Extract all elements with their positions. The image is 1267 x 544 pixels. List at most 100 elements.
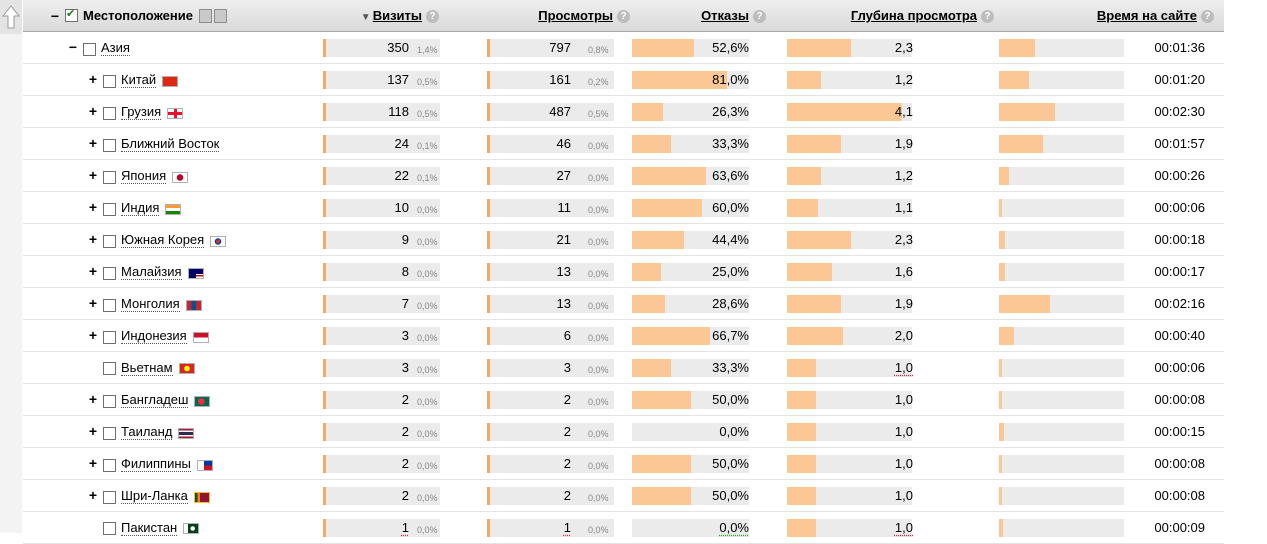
region-name-link[interactable]: Индия [121, 200, 160, 217]
region-name-link[interactable]: Монголия [121, 296, 180, 313]
depth-bar [787, 70, 821, 89]
depth-cell: 1,0 [782, 415, 994, 448]
expand-toggle[interactable]: + [88, 295, 98, 312]
visits-bar-track [323, 486, 440, 505]
expand-toggle[interactable]: + [88, 167, 98, 184]
region-name-link[interactable]: Таиланд [121, 424, 173, 441]
expand-toggle[interactable]: + [88, 487, 98, 504]
views-bar-track [487, 326, 614, 345]
expand-toggle[interactable]: + [88, 199, 98, 216]
time-bar [999, 262, 1005, 281]
help-icon[interactable]: ? [1201, 10, 1214, 24]
help-icon[interactable]: ? [617, 10, 630, 24]
sort-by-depth-link[interactable]: Глубина просмотра [850, 7, 977, 23]
row-checkbox[interactable] [103, 106, 116, 120]
row-checkbox[interactable] [103, 202, 116, 216]
time-bar-track [999, 422, 1124, 441]
scroll-up-button[interactable] [0, 0, 22, 34]
sort-by-views-link[interactable]: Просмотры [538, 7, 613, 23]
sort-by-visits-link[interactable]: Визиты [372, 7, 422, 23]
time-bar [999, 390, 1002, 409]
views-bar-track [487, 294, 614, 313]
collapse-toggle[interactable]: − [68, 39, 78, 56]
time-bar [999, 454, 1002, 473]
time-bar [999, 486, 1002, 505]
row-checkbox[interactable] [103, 138, 116, 152]
region-name-link[interactable]: Южная Корея [121, 232, 205, 249]
expand-toggle[interactable]: + [88, 135, 98, 152]
region-name-link[interactable]: Грузия [121, 104, 162, 121]
region-name-link[interactable]: Азия [101, 40, 130, 57]
sort-by-time-link[interactable]: Время на сайте [1096, 7, 1197, 23]
row-checkbox[interactable] [103, 330, 116, 344]
view-mode-icons[interactable] [198, 8, 227, 23]
select-all-checkbox[interactable] [65, 7, 78, 22]
help-icon[interactable]: ? [753, 10, 766, 24]
views-share: 0,0% [588, 268, 609, 279]
row-checkbox[interactable] [103, 426, 116, 440]
views-value: 161 [549, 71, 571, 87]
row-checkbox[interactable] [103, 266, 116, 280]
views-cell: 2 0,0% [487, 447, 632, 480]
expand-toggle[interactable]: + [88, 327, 98, 344]
row-checkbox[interactable] [103, 74, 116, 88]
sort-by-bounce-link[interactable]: Отказы [701, 7, 749, 23]
region-name-link[interactable]: Индонезия [121, 328, 187, 345]
time-cell: 00:00:08 [994, 383, 1224, 416]
help-icon[interactable]: ? [981, 10, 994, 24]
row-checkbox[interactable] [103, 458, 116, 472]
expand-toggle[interactable]: + [88, 263, 98, 280]
row-checkbox[interactable] [83, 42, 96, 56]
help-icon[interactable]: ? [426, 10, 439, 24]
time-cell: 00:01:57 [994, 127, 1224, 160]
row-checkbox[interactable] [103, 298, 116, 312]
views-cell: 13 0,0% [487, 287, 632, 320]
time-bar-track [999, 358, 1124, 377]
expand-toggle[interactable]: + [88, 71, 98, 88]
views-value: 797 [549, 39, 571, 55]
time-cell: 00:00:26 [994, 159, 1224, 192]
time-cell: 00:01:36 [994, 31, 1224, 64]
row-checkbox[interactable] [103, 234, 116, 248]
list-view-icon[interactable] [213, 8, 227, 23]
region-name-link[interactable]: Япония [121, 168, 167, 185]
row-checkbox[interactable] [103, 362, 116, 376]
time-bar-track [999, 198, 1124, 217]
bounce-cell: 60,0% [632, 191, 782, 224]
visits-value: 3 [401, 327, 409, 343]
row-checkbox[interactable] [103, 170, 116, 184]
views-share: 0,0% [588, 172, 609, 183]
region-name-link[interactable]: Китай [121, 72, 157, 89]
region-name-link[interactable]: Ближний Восток [121, 136, 220, 153]
region-name-link[interactable]: Малайзия [121, 264, 182, 281]
depth-bar [787, 518, 816, 537]
expand-toggle[interactable]: + [88, 455, 98, 472]
table-row-asia: − Азия 350 1,4% 797 0,8% [23, 31, 1224, 64]
region-name-link[interactable]: Шри-Ланка [121, 488, 188, 505]
expand-toggle[interactable]: + [88, 423, 98, 440]
time-cell: 00:02:30 [994, 95, 1224, 128]
location-cell: + Филиппины [23, 447, 323, 480]
collapse-all-toggle[interactable]: − [50, 7, 60, 24]
expand-toggle[interactable]: + [88, 103, 98, 120]
row-checkbox[interactable] [103, 522, 116, 536]
views-bar [487, 166, 490, 185]
bounce-cell: 50,0% [632, 479, 782, 512]
depth-value: 2,3 [894, 39, 913, 55]
depth-bar [787, 198, 818, 217]
row-checkbox[interactable] [103, 394, 116, 408]
time-bar [999, 134, 1043, 153]
views-bar-track [487, 70, 614, 89]
row-checkbox[interactable] [103, 490, 116, 504]
region-name-link[interactable]: Вьетнам [121, 359, 173, 376]
bounce-cell: 28,6% [632, 287, 782, 320]
region-name-link[interactable]: Пакистан [121, 519, 178, 536]
tree-view-icon[interactable] [198, 8, 212, 23]
region-name-link[interactable]: Бангладеш [121, 392, 189, 409]
region-name-link[interactable]: Филиппины [121, 456, 191, 473]
views-value: 46 [556, 135, 571, 151]
expand-toggle[interactable]: + [88, 231, 98, 248]
visits-value: 24 [394, 135, 409, 151]
table-row: + Индонезия 3 0,0% 6 0,0% 66,7% 2,0 00:00:40 [23, 319, 1224, 352]
expand-toggle[interactable]: + [88, 391, 98, 408]
